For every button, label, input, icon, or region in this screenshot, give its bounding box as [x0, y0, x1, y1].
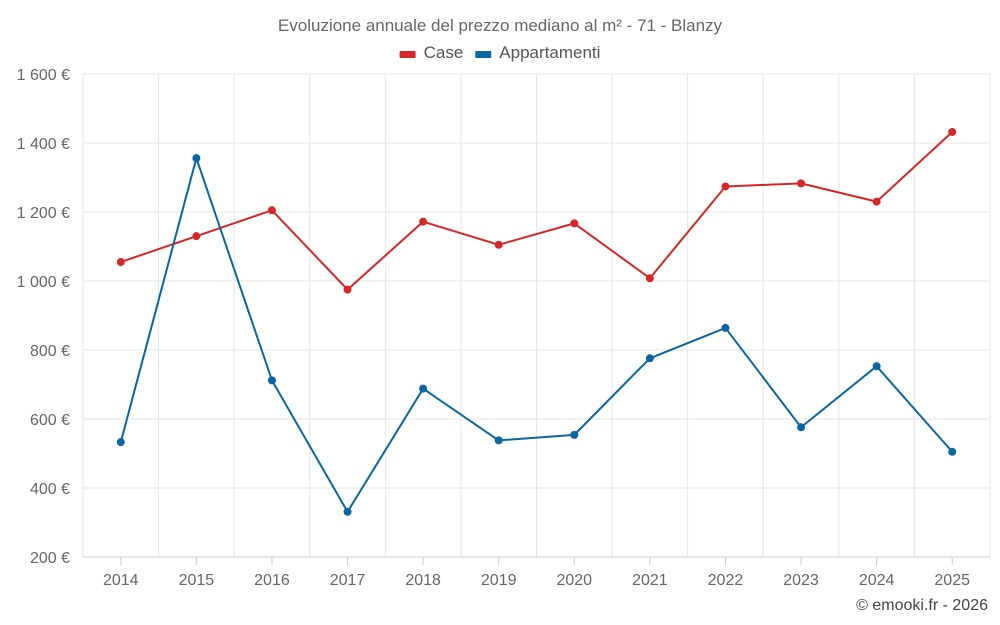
x-tick-label: 2018 [405, 572, 441, 589]
data-point[interactable] [872, 197, 881, 206]
y-tick-label: 1 600 € [17, 67, 70, 84]
series-case [116, 127, 957, 294]
y-axis: 200 € 400 € 600 € 800 € 1 000 € 1 200 € 1 400 … [17, 67, 70, 567]
x-tick-label: 2016 [254, 572, 290, 589]
series-line [119, 157, 953, 513]
data-point[interactable] [797, 179, 806, 188]
data-point[interactable] [192, 154, 201, 163]
series-layer [116, 127, 957, 516]
y-tick-label: 1 400 € [17, 136, 70, 153]
data-point[interactable] [570, 430, 579, 439]
legend-label: Appartamenti [499, 43, 600, 62]
legend-swatch [399, 51, 416, 58]
x-tick-label: 2025 [934, 572, 970, 589]
x-axis: 2014 2015 2016 2017 2018 2019 2020 2021 2022 2023… [103, 557, 970, 589]
credit-text: © emooki.fr - 2026 [856, 597, 988, 614]
series-appartamenti [116, 154, 957, 516]
data-point[interactable] [419, 217, 428, 226]
data-point[interactable] [570, 219, 579, 228]
data-point[interactable] [721, 182, 730, 191]
x-tick-label: 2021 [632, 572, 668, 589]
data-point[interactable] [721, 323, 730, 332]
data-point[interactable] [494, 436, 503, 445]
data-point[interactable] [494, 240, 503, 249]
x-tick-label: 2015 [179, 572, 215, 589]
data-point[interactable] [419, 384, 428, 393]
y-tick-label: 800 € [30, 343, 70, 360]
x-tick-label: 2014 [103, 572, 139, 589]
y-tick-label: 200 € [30, 550, 70, 567]
data-point[interactable] [267, 206, 276, 215]
legend-item-case[interactable]: Case [399, 43, 464, 62]
data-point[interactable] [948, 447, 957, 456]
legend-swatch [475, 51, 492, 58]
data-point[interactable] [645, 354, 654, 363]
x-tick-label: 2022 [708, 572, 744, 589]
series-line [120, 131, 953, 291]
data-point[interactable] [948, 127, 957, 136]
legend: Case Appartamenti [399, 43, 600, 62]
legend-label: Case [424, 43, 464, 62]
x-tick-label: 2019 [481, 572, 517, 589]
legend-item-appartamenti[interactable]: Appartamenti [475, 43, 600, 62]
data-point[interactable] [343, 285, 352, 294]
data-point[interactable] [192, 232, 201, 241]
data-point[interactable] [797, 423, 806, 432]
chart-title: Evoluzione annuale del prezzo mediano al… [278, 16, 723, 35]
gridlines [82, 73, 991, 558]
y-tick-label: 400 € [30, 481, 70, 498]
data-point[interactable] [872, 362, 881, 371]
data-point[interactable] [645, 274, 654, 283]
x-tick-label: 2017 [330, 572, 366, 589]
data-point[interactable] [267, 376, 276, 385]
y-tick-label: 600 € [30, 412, 70, 429]
data-point[interactable] [343, 507, 352, 516]
data-point[interactable] [116, 438, 125, 447]
x-tick-label: 2024 [859, 572, 895, 589]
y-tick-label: 1 000 € [17, 274, 70, 291]
x-tick-label: 2020 [556, 572, 592, 589]
data-point[interactable] [116, 258, 125, 267]
y-tick-label: 1 200 € [17, 205, 70, 222]
x-tick-label: 2023 [783, 572, 819, 589]
